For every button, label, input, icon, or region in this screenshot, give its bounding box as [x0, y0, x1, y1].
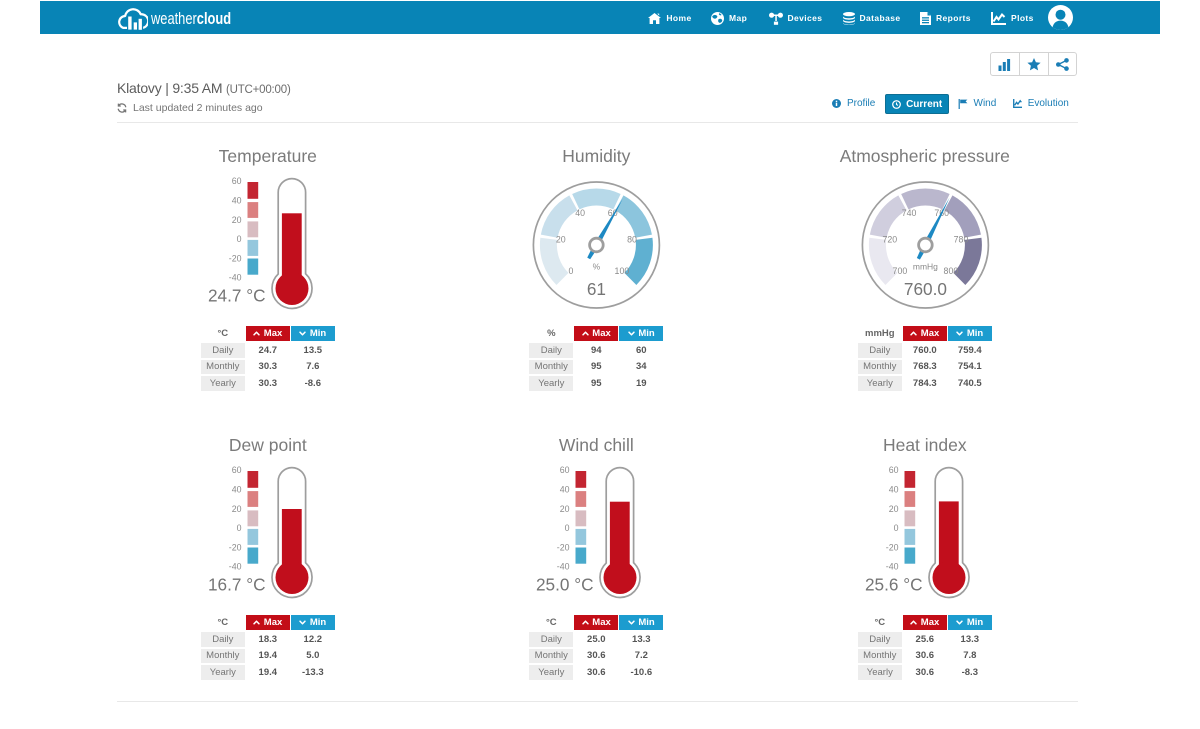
svg-text:40: 40 [232, 485, 242, 495]
svg-text:60: 60 [889, 465, 899, 475]
svg-text:700: 700 [892, 266, 907, 276]
svg-text:-40: -40 [229, 562, 242, 572]
svg-text:20: 20 [889, 504, 899, 514]
svg-text:0: 0 [893, 523, 898, 533]
svg-text:-40: -40 [557, 562, 570, 572]
svg-text:mmHg: mmHg [913, 261, 938, 271]
svg-text:80: 80 [627, 235, 637, 245]
svg-text:0: 0 [236, 523, 241, 533]
svg-text:40: 40 [232, 196, 242, 206]
svg-text:100: 100 [615, 266, 630, 276]
svg-text:0: 0 [565, 523, 570, 533]
svg-text:40: 40 [889, 485, 899, 495]
svg-text:20: 20 [232, 215, 242, 225]
svg-text:25.0 °C: 25.0 °C [536, 575, 594, 595]
svg-text:-20: -20 [229, 542, 242, 552]
svg-text:40: 40 [560, 485, 570, 495]
svg-text:-40: -40 [886, 562, 899, 572]
svg-text:60: 60 [560, 465, 570, 475]
svg-text:760.0: 760.0 [904, 279, 947, 299]
svg-text:-20: -20 [557, 542, 570, 552]
svg-text:0: 0 [236, 234, 241, 244]
svg-text:-20: -20 [886, 542, 899, 552]
svg-text:24.7 °C: 24.7 °C [208, 286, 266, 306]
svg-text:740: 740 [902, 208, 917, 218]
svg-text:780: 780 [953, 235, 968, 245]
svg-text:20: 20 [232, 504, 242, 514]
svg-text:20: 20 [560, 504, 570, 514]
svg-text:0: 0 [569, 266, 574, 276]
svg-text:61: 61 [587, 279, 606, 299]
svg-text:-40: -40 [229, 273, 242, 283]
svg-text:20: 20 [556, 235, 566, 245]
svg-text:720: 720 [882, 235, 897, 245]
svg-text:60: 60 [608, 208, 618, 218]
svg-text:60: 60 [232, 176, 242, 186]
svg-text:25.6 °C: 25.6 °C [865, 575, 923, 595]
svg-text:16.7 °C: 16.7 °C [208, 575, 266, 595]
svg-text:%: % [593, 261, 601, 271]
svg-text:60: 60 [232, 465, 242, 475]
svg-text:800: 800 [943, 266, 958, 276]
svg-text:-20: -20 [229, 253, 242, 263]
svg-text:40: 40 [575, 208, 585, 218]
